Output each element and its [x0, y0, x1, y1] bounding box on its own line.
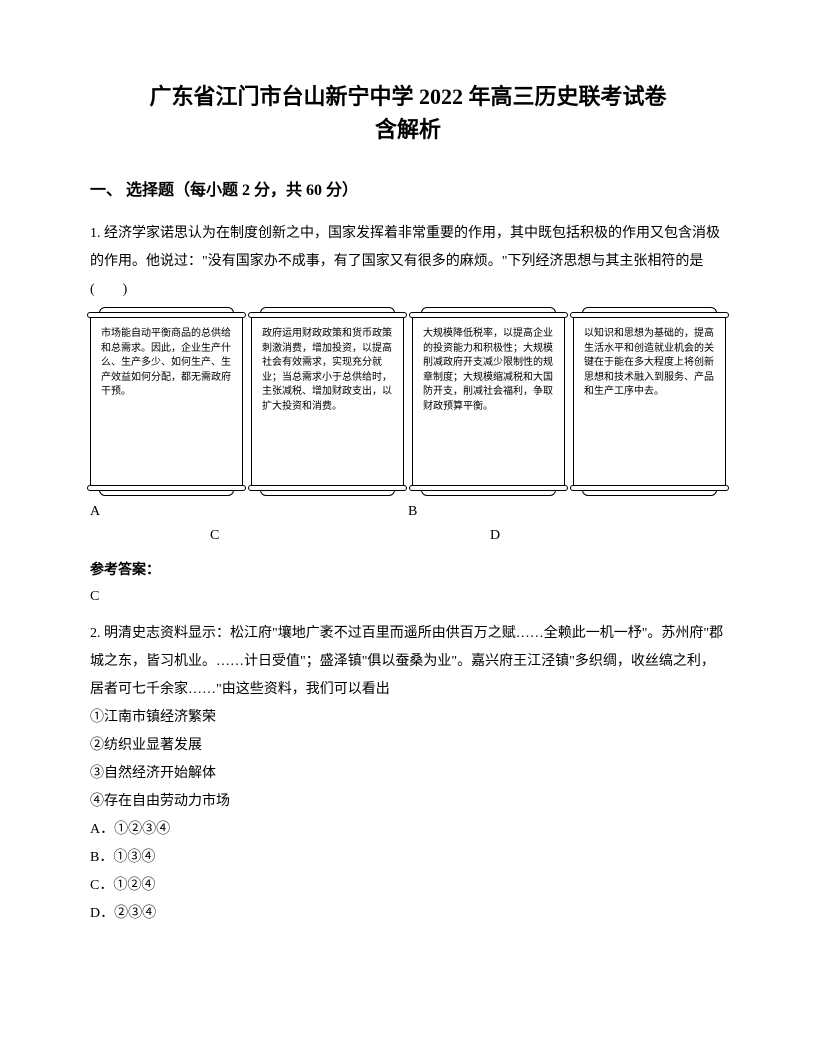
scroll-top-decor — [409, 312, 568, 318]
option-d-label: D — [490, 528, 500, 544]
scroll-top-decor — [570, 312, 729, 318]
scroll-top-decor — [87, 312, 246, 318]
question-1-text: 1. 经济学家诺思认为在制度创新之中，国家发挥着非常重要的作用，其中既包括积极的… — [90, 220, 726, 304]
q2-option-d: D．②③④ — [90, 900, 726, 928]
scroll-top-decor — [248, 312, 407, 318]
q2-item-2: ②纺织业显著发展 — [90, 732, 726, 760]
q2-option-a: A．①②③④ — [90, 816, 726, 844]
q2-item-4: ④存在自由劳动力市场 — [90, 788, 726, 816]
q2-item-3: ③自然经济开始解体 — [90, 760, 726, 788]
section-1-header: 一、 选择题（每小题 2 分，共 60 分） — [90, 176, 726, 200]
title-line-2: 含解析 — [90, 113, 726, 146]
scroll-option-c: 大规模降低税率，以提高企业的投资能力和积极性；大规模削减政府开支减少限制性的规章… — [412, 314, 565, 489]
q2-item-1: ①江南市镇经济繁荣 — [90, 704, 726, 732]
scroll-option-a: 市场能自动平衡商品的总供给和总需求。因此，企业生产什么、生产多少、如何生产、生产… — [90, 314, 243, 489]
scrolls-container: 市场能自动平衡商品的总供给和总需求。因此，企业生产什么、生产多少、如何生产、生产… — [90, 314, 726, 489]
answer-value: C — [90, 589, 726, 605]
scroll-option-d: 以知识和思想为基础的，提高生活水平和创造就业机会的关键在于能在多大程度上将创新思… — [573, 314, 726, 489]
scroll-content-2: 政府运用财政政策和货币政策刺激消费，增加投资，以提高社会有效需求，实现充分就业；… — [258, 321, 397, 420]
q2-option-b: B．①③④ — [90, 844, 726, 872]
scroll-content-3: 大规模降低税率，以提高企业的投资能力和积极性；大规模削减政府开支减少限制性的规章… — [419, 321, 558, 420]
title-line-1: 广东省江门市台山新宁中学 2022 年高三历史联考试卷 — [90, 80, 726, 113]
scroll-bottom-decor — [87, 485, 246, 491]
option-c-label: C — [210, 528, 490, 544]
scroll-option-b: 政府运用财政政策和货币政策刺激消费，增加投资，以提高社会有效需求，实现充分就业；… — [251, 314, 404, 489]
scroll-bottom-decor — [409, 485, 568, 491]
options-row-1: A B — [90, 504, 726, 520]
q2-option-c: C．①②④ — [90, 872, 726, 900]
exam-title: 广东省江门市台山新宁中学 2022 年高三历史联考试卷 含解析 — [90, 80, 726, 146]
scroll-content-4: 以知识和思想为基础的，提高生活水平和创造就业机会的关键在于能在多大程度上将创新思… — [580, 321, 719, 406]
options-row-2: C D — [90, 528, 726, 544]
scroll-bottom-decor — [570, 485, 729, 491]
scroll-bottom-decor — [248, 485, 407, 491]
scroll-content-1: 市场能自动平衡商品的总供给和总需求。因此，企业生产什么、生产多少、如何生产、生产… — [97, 321, 236, 406]
option-b-label: B — [408, 504, 417, 520]
option-a-label: A — [90, 504, 408, 520]
answer-label: 参考答案： — [90, 559, 726, 579]
question-2-text: 2. 明清史志资料显示：松江府"壤地广袤不过百里而遥所由供百万之赋……全赖此一机… — [90, 620, 726, 704]
